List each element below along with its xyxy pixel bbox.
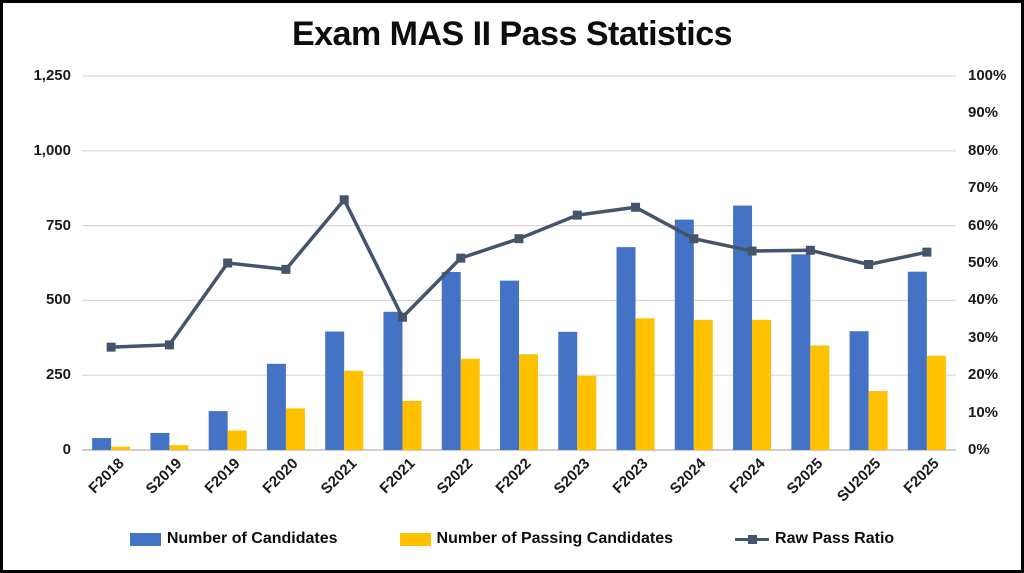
bar-passing (285, 408, 305, 450)
bar-candidates (733, 205, 753, 450)
bar-candidates (558, 331, 578, 450)
pass-ratio-marker (631, 202, 641, 212)
bar-passing (752, 319, 772, 450)
legend: Number of Candidates Number of Passing C… (3, 530, 1021, 548)
y-axis-right-tick-label: 100% (968, 67, 1007, 84)
bar-candidates (208, 411, 228, 450)
bar-passing (635, 318, 655, 450)
bar-candidates (92, 438, 112, 450)
y-axis-right-tick-label: 40% (968, 291, 999, 309)
bar-candidates (325, 331, 345, 450)
pass-ratio-marker (164, 340, 174, 350)
y-axis-left-tick-label: 1,250 (33, 67, 71, 84)
bar-candidates (383, 311, 403, 450)
legend-item-pass-ratio: Raw Pass Ratio (735, 530, 894, 548)
bar-passing (169, 445, 189, 450)
y-axis-left-tick-label: 500 (45, 291, 71, 309)
bar-passing (810, 345, 830, 450)
y-axis-left-tick-label: 750 (45, 216, 71, 234)
legend-label-passing: Number of Passing Candidates (436, 530, 674, 547)
pass-ratio-marker (456, 253, 466, 263)
passing-swatch-icon (399, 532, 431, 546)
bar-candidates (500, 280, 519, 450)
bar-passing (402, 400, 422, 450)
chart-title: Exam MAS II Pass Statistics (291, 15, 733, 53)
bar-candidates (791, 254, 811, 450)
bar-candidates (150, 432, 170, 450)
bar-passing (344, 370, 364, 450)
bar-candidates (616, 247, 636, 450)
pass-ratio-marker (281, 264, 291, 274)
pass-ratio-marker (339, 195, 349, 205)
bar-passing (519, 354, 538, 450)
plot-area (82, 75, 956, 451)
pass-ratio-marker (106, 342, 116, 352)
pass-ratio-marker (514, 234, 524, 244)
pass-ratio-marker (805, 245, 815, 255)
y-axis-right-tick-label: 20% (968, 366, 999, 384)
legend-item-passing: Number of Passing Candidates (399, 530, 674, 548)
pass-ratio-swatch-icon (735, 533, 770, 546)
pass-ratio-marker (572, 210, 582, 220)
legend-label-pass-ratio: Raw Pass Ratio (775, 530, 895, 547)
pass-ratio-marker (864, 259, 874, 269)
bar-passing (111, 446, 131, 450)
y-axis-left-tick-label: 0 (62, 441, 71, 458)
bar-candidates (849, 331, 869, 450)
pass-ratio-marker (397, 312, 407, 322)
legend-label-candidates: Number of Candidates (166, 530, 338, 547)
y-axis-right-tick-label: 90% (968, 104, 999, 122)
legend-item-candidates: Number of Candidates (129, 530, 338, 548)
bar-passing (460, 358, 480, 450)
y-axis-left-tick-label: 250 (45, 366, 71, 384)
bar-candidates (266, 363, 286, 450)
pass-ratio-marker (223, 258, 233, 268)
y-axis-right-tick-label: 80% (968, 141, 999, 159)
pass-ratio-marker (689, 234, 699, 244)
bar-candidates (907, 271, 927, 450)
bar-passing (926, 355, 946, 450)
y-axis-left-tick-label: 1,000 (33, 141, 71, 159)
pass-ratio-marker (747, 246, 757, 256)
y-axis-right-tick-label: 30% (968, 328, 999, 346)
pass-ratio-marker (922, 247, 932, 257)
bar-candidates (441, 271, 461, 450)
y-axis-right-tick-label: 0% (968, 441, 990, 458)
y-axis-right-tick-label: 60% (968, 216, 999, 234)
bar-candidates (674, 219, 694, 450)
y-axis-right-tick-label: 10% (968, 403, 999, 421)
y-axis-right-tick-label: 70% (968, 179, 999, 197)
bar-passing (227, 430, 247, 450)
bar-passing (693, 319, 713, 450)
bar-passing (868, 391, 888, 450)
candidates-swatch-icon (129, 532, 161, 546)
bar-passing (577, 375, 597, 450)
y-axis-right-tick-label: 50% (968, 254, 999, 271)
